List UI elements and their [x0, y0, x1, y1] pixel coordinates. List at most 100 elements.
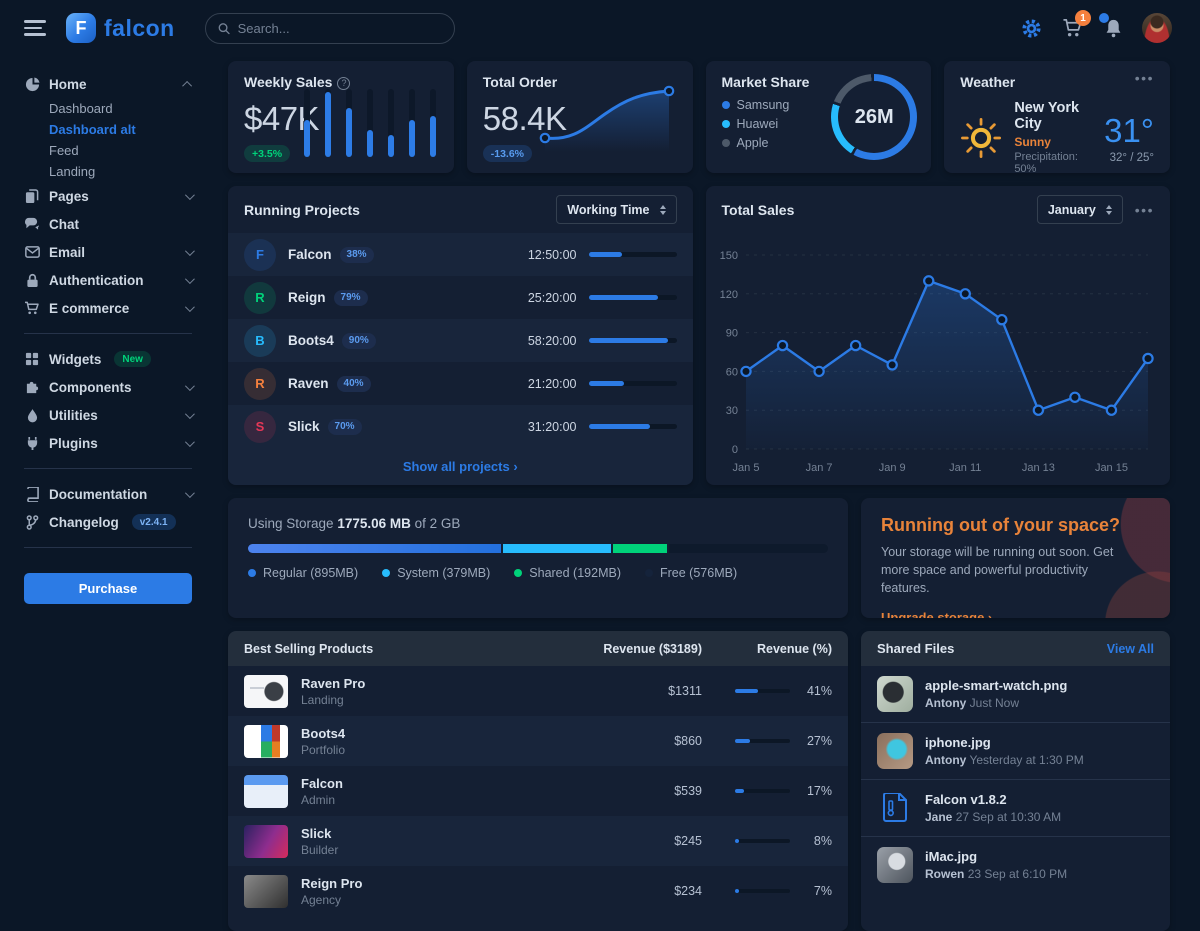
- view-all-link[interactable]: View All: [1106, 641, 1154, 656]
- sidebar-item-e-commerce[interactable]: E commerce: [24, 294, 195, 322]
- project-row-slick[interactable]: S Slick 70% 31:20:00: [228, 405, 693, 448]
- shared-file-item-3[interactable]: Falcon v1.8.2 Jane 27 Sep at 10:30 AM: [861, 779, 1170, 836]
- sidebar-item-home[interactable]: Home: [24, 70, 193, 98]
- chevron-down-icon: [184, 487, 195, 498]
- sidebar-item-widgets[interactable]: Widgets New: [24, 345, 192, 373]
- sidebar-item-pages[interactable]: Pages: [24, 182, 195, 210]
- sidebar-item-label: Widgets: [49, 351, 102, 367]
- projects-list: F Falcon 38% 12:50:00 R Reign 79% 25:20:00 B Boot…: [228, 233, 693, 448]
- chevron-down-icon: [184, 408, 195, 419]
- revenue-percent-value: 41%: [806, 684, 832, 698]
- sidebar-item-authentication[interactable]: Authentication: [24, 266, 195, 294]
- product-row-raven-pro[interactable]: Raven Pro Landing $1311 41%: [228, 666, 848, 716]
- sidebar-item-plugins[interactable]: Plugins: [24, 429, 195, 457]
- sidebar-item-email[interactable]: Email: [24, 238, 195, 266]
- upgrade-storage-link[interactable]: Upgrade storage ›: [881, 610, 993, 618]
- purchase-button[interactable]: Purchase: [24, 573, 192, 604]
- project-row-reign[interactable]: R Reign 79% 25:20:00: [228, 276, 693, 319]
- revenue-percent-value: 27%: [806, 734, 832, 748]
- project-name: Boots4: [288, 333, 334, 348]
- product-row-falcon[interactable]: Falcon Admin $539 17%: [228, 766, 848, 816]
- shared-file-item-4[interactable]: iMac.jpg Rowen 23 Sep at 6:10 PM: [861, 836, 1170, 893]
- total-order-value: 58.4K: [482, 100, 567, 137]
- sidebar-item-label: Authentication: [49, 272, 144, 288]
- sidebar-subitem-dashboard-alt[interactable]: Dashboard alt: [49, 122, 136, 137]
- grid-icon: [24, 352, 40, 366]
- product-thumbnail: [244, 774, 288, 808]
- shopping-cart-icon[interactable]: 1: [1060, 10, 1091, 40]
- running-projects-card: Running Projects Working Time F Falcon 38%…: [228, 186, 693, 485]
- file-time: Yesterday at 1:30 PM: [969, 753, 1084, 767]
- weather-precipitation: Precipitation: 50%: [1014, 151, 1078, 175]
- sidebar-subitem-feed[interactable]: Feed: [49, 143, 79, 158]
- sidebar-item-documentation[interactable]: Documentation: [24, 480, 195, 508]
- weather-menu-icon[interactable]: •••: [1134, 70, 1154, 86]
- product-row-slick[interactable]: Slick Builder $245 8%: [228, 816, 848, 866]
- user-avatar[interactable]: [1142, 13, 1172, 43]
- project-percent-badge: 90%: [341, 332, 376, 349]
- file-name[interactable]: iphone.jpg: [925, 735, 991, 750]
- storage-legend: Regular (895MB) System (379MB) Shared (192…: [248, 566, 828, 580]
- project-avatar: S: [244, 410, 276, 443]
- file-name[interactable]: Falcon v1.8.2: [925, 792, 1007, 807]
- product-category[interactable]: Admin: [301, 792, 336, 807]
- file-thumbnail: [877, 847, 913, 883]
- search-input[interactable]: [237, 20, 442, 36]
- legend-dot: [721, 139, 730, 147]
- storage-legend-item: Shared (192MB): [514, 566, 621, 580]
- hamburger-menu-icon[interactable]: [24, 20, 46, 36]
- product-row-reign-pro[interactable]: Reign Pro Agency $234 7%: [228, 866, 848, 916]
- project-row-boots4[interactable]: B Boots4 90% 58:20:00: [228, 319, 693, 362]
- product-category[interactable]: Builder: [301, 842, 339, 857]
- bar: [387, 89, 394, 157]
- shared-files-header: Shared Files View All: [861, 631, 1170, 666]
- show-all-projects-link[interactable]: Show all projects ›: [228, 448, 693, 485]
- project-row-falcon[interactable]: F Falcon 38% 12:50:00: [228, 233, 693, 276]
- bar: [429, 89, 436, 157]
- legend-label: System (379MB): [397, 566, 491, 580]
- sidebar-item-components[interactable]: Components: [24, 373, 195, 401]
- product-category[interactable]: Portfolio: [301, 742, 346, 757]
- working-time-value: Working Time: [567, 202, 650, 217]
- sidebar-subitem-dashboard[interactable]: Dashboard: [49, 101, 113, 116]
- sidebar-item-label: Changelog: [49, 514, 119, 530]
- project-progress-bar: [588, 252, 677, 257]
- notifications-bell-icon[interactable]: [1099, 13, 1125, 40]
- market-share-title: Market Share: [721, 74, 810, 90]
- settings-gear-icon[interactable]: [1019, 16, 1043, 40]
- sidebar-item-utilities[interactable]: Utilities: [24, 401, 195, 429]
- storage-used-value: 1775.06 MB: [337, 516, 411, 531]
- sidebar-badge: v2.4.1: [131, 514, 176, 530]
- legend-dot: [645, 569, 653, 577]
- lock-icon: [24, 273, 40, 288]
- file-name[interactable]: iMac.jpg: [925, 849, 978, 864]
- space-card-title: Running out of your space?: [881, 515, 1120, 535]
- total-sales-menu-icon[interactable]: •••: [1134, 201, 1154, 218]
- product-row-boots4[interactable]: Boots4 Portfolio $860 27%: [228, 716, 848, 766]
- month-select[interactable]: January: [1036, 195, 1123, 224]
- working-time-select[interactable]: Working Time: [556, 195, 677, 224]
- project-percent-badge: 40%: [336, 375, 371, 392]
- svg-text:0: 0: [731, 444, 737, 456]
- project-row-raven[interactable]: R Raven 40% 21:20:00: [228, 362, 693, 405]
- search-box[interactable]: [204, 12, 455, 44]
- help-icon[interactable]: ?: [337, 76, 351, 90]
- project-progress-bar: [588, 295, 677, 300]
- total-order-card: Total Order 58.4K -13.6%: [466, 61, 693, 173]
- file-name[interactable]: apple-smart-watch.png: [925, 678, 1068, 693]
- storage-row: Using Storage 1775.06 MB of 2 GB Regular…: [228, 498, 1170, 618]
- brand-logo[interactable]: F falcon: [66, 13, 175, 43]
- svg-text:60: 60: [725, 366, 737, 378]
- product-category[interactable]: Landing: [301, 692, 344, 707]
- svg-text:150: 150: [719, 250, 737, 262]
- pages-icon: [24, 188, 40, 204]
- sidebar-item-chat[interactable]: Chat: [24, 210, 192, 238]
- legend-dot: [721, 120, 730, 128]
- sidebar-item-label: Documentation: [49, 486, 148, 502]
- shared-file-item-1[interactable]: apple-smart-watch.png Antony Just Now: [861, 666, 1170, 722]
- shared-file-item-2[interactable]: iphone.jpg Antony Yesterday at 1:30 PM: [861, 722, 1170, 779]
- sidebar-item-changelog[interactable]: Changelog v2.4.1: [24, 508, 192, 536]
- chevron-down-icon: [184, 189, 195, 200]
- sidebar-subitem-landing[interactable]: Landing: [49, 164, 96, 179]
- book-icon: [24, 486, 40, 502]
